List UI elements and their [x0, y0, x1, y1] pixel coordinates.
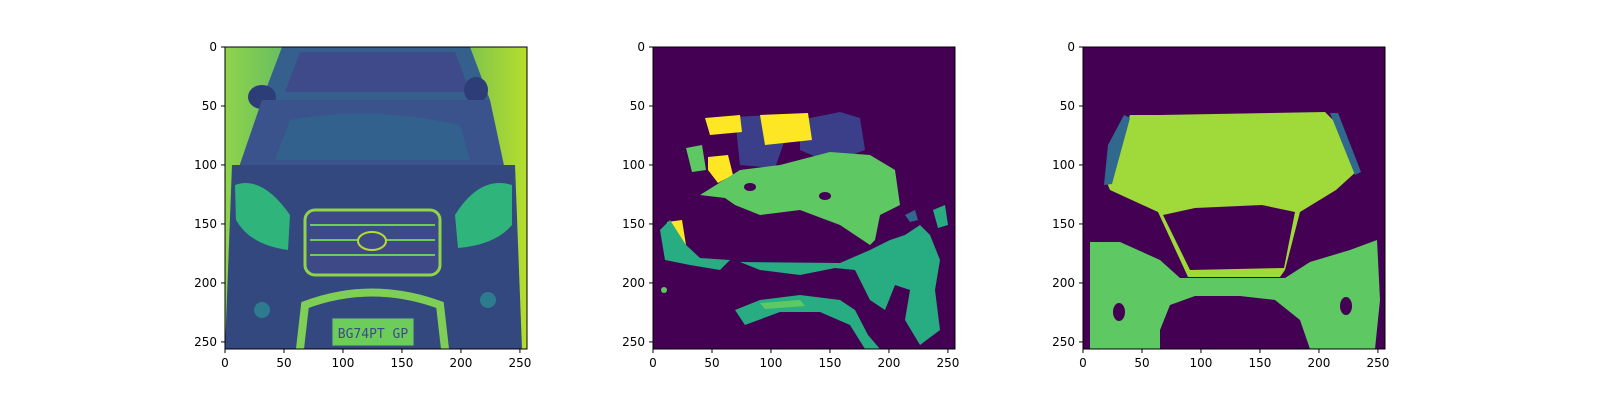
- x-tick-label: 200: [877, 356, 900, 370]
- predicted-mask-panel: 0 50 100 150 200 250 0 50 100 150 200 250: [622, 40, 959, 370]
- x-tick-label: 50: [704, 356, 719, 370]
- x-tick-label: 0: [221, 356, 229, 370]
- x-tick-label: 0: [1079, 356, 1087, 370]
- y-tick-label: 0: [637, 40, 645, 54]
- predicted-mask-image: [653, 47, 955, 349]
- x-tick-label: 100: [332, 356, 355, 370]
- x-tick-label: 50: [1134, 356, 1149, 370]
- axes-frame: [652, 46, 956, 350]
- x-tick-label: 250: [936, 356, 959, 370]
- y-tick-label: 50: [202, 99, 217, 113]
- y-tick-label: 150: [194, 217, 217, 231]
- x-tick-label: 100: [1190, 356, 1213, 370]
- y-tick-label: 250: [622, 335, 645, 349]
- axis-ticks: 0 50 100 150 200 250 0 50 100 150 200 250: [194, 40, 531, 370]
- license-plate-text: BG74PT GP: [338, 327, 409, 342]
- x-tick-label: 50: [276, 356, 291, 370]
- y-tick-label: 50: [1060, 99, 1075, 113]
- x-tick-label: 200: [1307, 356, 1330, 370]
- x-tick-label: 200: [449, 356, 472, 370]
- x-tick-label: 100: [760, 356, 783, 370]
- axis-ticks: 0 50 100 150 200 250 0 50 100 150 200 250: [622, 40, 959, 370]
- x-tick-label: 250: [508, 356, 531, 370]
- axes-frame: [224, 46, 528, 350]
- axes-frame: [1082, 46, 1386, 350]
- y-tick-label: 200: [622, 276, 645, 290]
- ground-truth-mask-image: [1083, 47, 1385, 349]
- x-tick-label: 150: [819, 356, 842, 370]
- y-tick-label: 0: [1067, 40, 1075, 54]
- axis-ticks: 0 50 100 150 200 250 0 50 100 150 200 250: [1052, 40, 1389, 370]
- y-tick-label: 100: [1052, 158, 1075, 172]
- x-tick-label: 150: [391, 356, 414, 370]
- y-tick-label: 50: [630, 99, 645, 113]
- y-tick-label: 100: [194, 158, 217, 172]
- y-tick-label: 150: [1052, 217, 1075, 231]
- y-tick-label: 100: [622, 158, 645, 172]
- ground-truth-mask-panel: 0 50 100 150 200 250 0 50 100 150 200 250: [1052, 40, 1389, 370]
- x-tick-label: 150: [1249, 356, 1272, 370]
- y-tick-label: 200: [194, 276, 217, 290]
- y-tick-label: 250: [194, 335, 217, 349]
- y-tick-label: 150: [622, 217, 645, 231]
- y-tick-label: 250: [1052, 335, 1075, 349]
- x-tick-label: 250: [1366, 356, 1389, 370]
- y-tick-label: 0: [209, 40, 217, 54]
- car-image: BG74PT GP: [225, 47, 527, 349]
- x-tick-label: 0: [649, 356, 657, 370]
- input-image-panel: BG74PT GP 0 50 100 150 200 250 0 50 100 150 200 250: [194, 40, 531, 370]
- y-tick-label: 200: [1052, 276, 1075, 290]
